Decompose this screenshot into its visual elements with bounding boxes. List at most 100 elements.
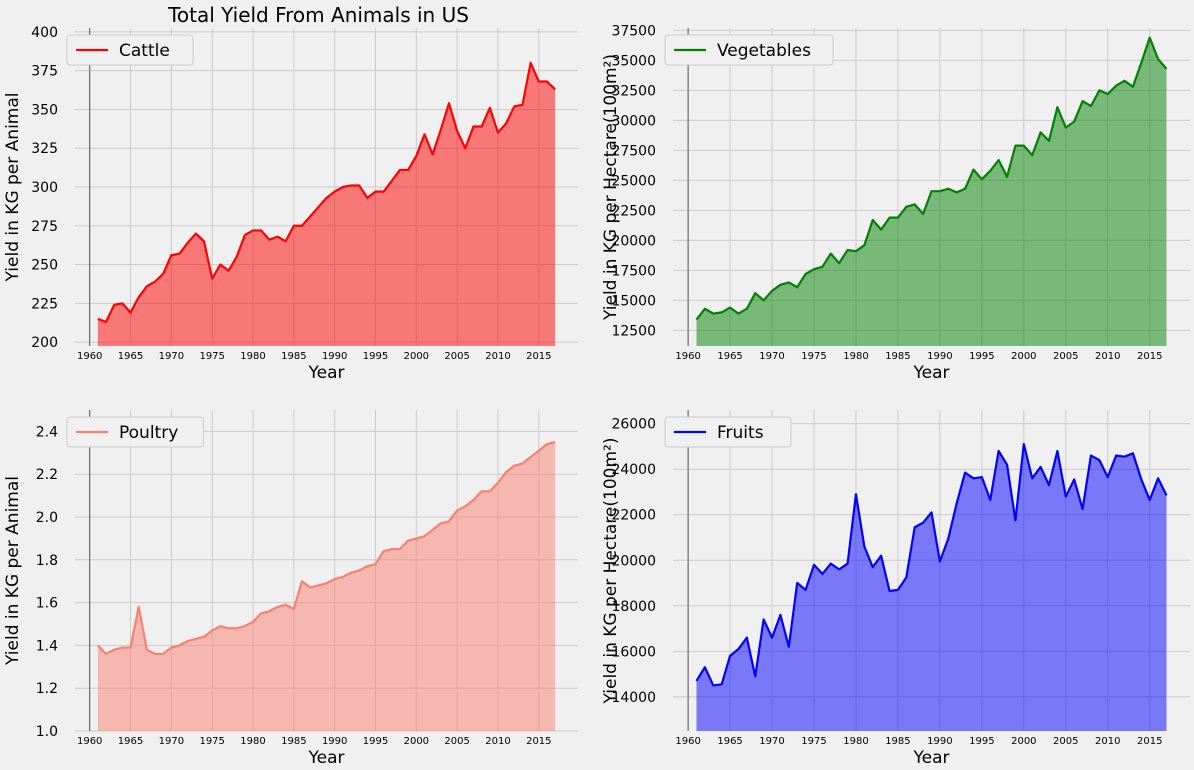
legend-frame: [664, 416, 792, 448]
y-tick-label: 250: [31, 258, 58, 274]
y-tick-label: 325: [31, 141, 58, 157]
x-tick-label: 1965: [118, 736, 143, 747]
x-tick-label: 2000: [1011, 736, 1036, 747]
y-tick-label: 20000: [611, 553, 656, 569]
y-tick-label: 200: [31, 335, 58, 351]
legend-frame: [66, 34, 194, 66]
x-axis-label: Year: [308, 363, 345, 383]
x-tick-label: 1990: [927, 736, 952, 747]
x-tick-label: 1985: [885, 736, 910, 747]
legend-frame: [664, 34, 834, 66]
x-tick-label: 1985: [281, 351, 306, 362]
x-tick-label: 1970: [759, 351, 784, 362]
y-tick-label: 15000: [611, 293, 656, 309]
y-tick-label: 18000: [611, 599, 656, 615]
x-tick-label: 2000: [404, 351, 429, 362]
x-tick-label: 1960: [77, 351, 102, 362]
y-tick-label: 27500: [611, 143, 656, 159]
y-tick-label: 375: [31, 64, 58, 80]
x-tick-label: 1960: [675, 736, 700, 747]
x-tick-label: 1990: [322, 736, 347, 747]
y-tick-label: 2.0: [36, 510, 58, 526]
legend: Cattle: [66, 34, 194, 66]
y-axis-label: Yield in KG per Animal: [3, 93, 23, 283]
subplot-1: 1960 1965 1970 1975 1980 1985 1990 1995 2000 2005…: [3, 3, 578, 383]
x-axis-label: Year: [913, 748, 950, 768]
y-tick-label: 1.2: [36, 681, 58, 697]
legend: Poultry: [66, 416, 204, 448]
x-tick-label: 1980: [240, 736, 265, 747]
legend-label: Cattle: [119, 41, 170, 61]
x-tick-label: 1995: [363, 736, 388, 747]
x-tick-label: 1980: [240, 351, 265, 362]
x-tick-label: 2005: [444, 736, 469, 747]
x-tick-label: 2010: [1095, 351, 1120, 362]
y-tick-label: 16000: [611, 644, 656, 660]
x-tick-label: 1975: [801, 736, 826, 747]
x-tick-label: 1980: [843, 351, 868, 362]
x-tick-label: 1990: [322, 351, 347, 362]
x-tick-label: 1995: [363, 351, 388, 362]
x-tick-label: 1960: [675, 351, 700, 362]
legend: Fruits: [664, 416, 792, 448]
x-axis-label: Year: [913, 363, 950, 383]
x-tick-label: 1985: [885, 351, 910, 362]
x-tick-label: 2005: [1053, 736, 1078, 747]
y-axis-label: Yield in KG per Hectare(100m²): [601, 438, 621, 705]
x-tick-label: 2015: [526, 351, 551, 362]
y-tick-label: 350: [31, 102, 58, 118]
x-tick-label: 2005: [444, 351, 469, 362]
y-tick-label: 25000: [611, 173, 656, 189]
x-tick-label: 2015: [1137, 351, 1162, 362]
legend-label: Fruits: [717, 423, 764, 443]
series-line-cattle: [97, 61, 556, 324]
series-line-poultry: [97, 441, 556, 656]
y-tick-label: 14000: [611, 690, 656, 706]
x-tick-label: 2005: [1053, 351, 1078, 362]
y-tick-label: 275: [31, 219, 58, 235]
series-area-fruits: [696, 444, 1167, 731]
x-tick-label: 1975: [199, 736, 224, 747]
y-tick-label: 30000: [611, 113, 656, 129]
x-tick-label: 1975: [199, 351, 224, 362]
y-tick-label: 37500: [611, 23, 656, 39]
y-axis-label: Yield in KG per Hectare(100m²): [601, 54, 621, 321]
x-tick-label: 2010: [1095, 736, 1120, 747]
y-tick-label: 35000: [611, 53, 656, 69]
x-tick-label: 1985: [281, 736, 306, 747]
y-axis-label: Yield in KG per Animal: [3, 476, 23, 666]
x-tick-label: 1965: [717, 351, 742, 362]
x-tick-label: 1970: [159, 736, 184, 747]
series-area-cattle: [97, 62, 556, 347]
y-tick-label: 22500: [611, 203, 656, 219]
y-tick-label: 12500: [611, 323, 656, 339]
legend: Vegetables: [664, 34, 834, 66]
y-tick-label: 26000: [611, 417, 656, 433]
x-tick-label: 2000: [1011, 351, 1036, 362]
y-tick-label: 32500: [611, 83, 656, 99]
x-tick-label: 1980: [843, 736, 868, 747]
y-tick-label: 24000: [611, 462, 656, 478]
y-tick-label: 2.4: [36, 424, 58, 440]
x-tick-label: 2000: [404, 736, 429, 747]
y-tick-label: 1.0: [36, 724, 58, 740]
y-tick-label: 2.2: [36, 467, 58, 483]
x-tick-label: 1965: [118, 351, 143, 362]
y-tick-label: 225: [31, 296, 58, 312]
x-tick-label: 1975: [801, 351, 826, 362]
x-tick-label: 1970: [159, 351, 184, 362]
series-area-poultry: [97, 442, 556, 731]
legend-label: Vegetables: [717, 41, 811, 61]
series-line-vegetables: [695, 36, 1168, 321]
y-tick-label: 300: [31, 180, 58, 196]
subplot-2: 1960 1965 1970 1975 1980 1985 1990 1995 2000 2005…: [601, 23, 1190, 383]
series-line-fruits: [695, 443, 1168, 687]
y-tick-label: 17500: [611, 263, 656, 279]
y-tick-label: 400: [31, 25, 58, 41]
x-tick-label: 1990: [927, 351, 952, 362]
x-tick-label: 2010: [485, 351, 510, 362]
legend-frame: [66, 416, 204, 448]
subplot-3: 1960 1965 1970 1975 1980 1985 1990 1995 2000 2005…: [3, 410, 578, 768]
x-tick-label: 1970: [759, 736, 784, 747]
x-tick-label: 2015: [526, 736, 551, 747]
